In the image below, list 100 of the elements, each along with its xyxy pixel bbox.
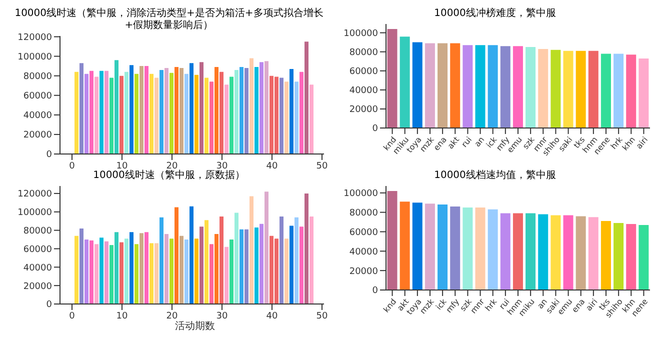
bar: [240, 229, 244, 304]
bar: [387, 190, 398, 290]
y-tick-label: 80000: [349, 48, 378, 58]
bar: [450, 206, 460, 290]
bar: [120, 76, 124, 154]
bar: [80, 228, 84, 304]
bar: [200, 226, 204, 304]
bar: [124, 238, 128, 304]
bar: [588, 50, 598, 128]
y-tick-label: 60000: [349, 228, 378, 238]
bar: [94, 244, 98, 304]
bar: [104, 241, 108, 304]
x-tick-label: 10: [116, 311, 128, 322]
bar: [230, 76, 234, 154]
bar: [526, 213, 536, 290]
y-tick-label: 0: [372, 124, 378, 134]
bar: [614, 54, 624, 128]
bar: [164, 234, 168, 304]
y-tick-label: 80000: [23, 72, 52, 82]
bar: [134, 244, 138, 304]
bar: [563, 215, 574, 290]
bar: [290, 226, 294, 304]
chart-title: 10000线时速（繁中服，消除活动类型+是否为箱活+多项式拟合增长+假期数量影响后）: [14, 8, 324, 32]
bar: [400, 36, 410, 128]
bar: [550, 50, 561, 128]
y-tick-label: 60000: [23, 92, 52, 102]
bar: [488, 209, 498, 290]
bar: [264, 61, 268, 154]
y-tick-label: 120000: [18, 190, 52, 200]
y-tick-label: 40000: [349, 86, 378, 96]
y-tick-label: 120000: [18, 32, 52, 43]
y-tick-label: 60000: [23, 244, 52, 255]
y-tick-label: 20000: [349, 266, 378, 277]
bar: [144, 232, 148, 304]
bar: [600, 221, 611, 290]
bar: [234, 70, 238, 154]
x-tick-label: airi: [584, 297, 600, 313]
y-tick-label: 100000: [344, 28, 378, 39]
bar: [260, 62, 264, 154]
bar: [120, 242, 124, 304]
bar: [180, 68, 184, 154]
bar: [626, 224, 636, 290]
bar: [264, 192, 268, 304]
bar: [164, 68, 168, 154]
bar: [254, 67, 258, 154]
bar: [214, 234, 218, 304]
bar: [160, 217, 164, 304]
bar: [74, 72, 78, 154]
bar: [475, 45, 486, 128]
bar: [134, 74, 138, 154]
chart-title: 10000线时速（繁中服，原数据）: [92, 170, 246, 182]
bar: [462, 45, 473, 128]
bar: [588, 217, 598, 290]
x-tick-label: 20: [166, 161, 178, 172]
bar: [170, 72, 174, 154]
bar: [400, 202, 410, 290]
bar: [150, 74, 154, 154]
x-tick-label: 30: [216, 161, 228, 172]
bar: [310, 216, 314, 304]
bar: [244, 68, 248, 154]
bar: [294, 217, 298, 304]
x-tick-label: 20: [166, 311, 178, 322]
bar: [412, 202, 422, 290]
bar: [210, 244, 214, 304]
y-tick-label: 80000: [23, 226, 52, 237]
bar: [244, 229, 248, 304]
bar: [600, 54, 611, 128]
bar: [84, 240, 88, 304]
bar: [387, 28, 398, 128]
bar: [234, 212, 238, 304]
y-tick-label: 20000: [23, 130, 52, 141]
y-tick-label: 60000: [349, 67, 378, 78]
bar: [214, 67, 218, 154]
bar: [500, 213, 510, 290]
bar: [174, 207, 178, 304]
bar: [154, 243, 158, 304]
bar: [194, 238, 198, 304]
bar: [84, 74, 88, 154]
bar: [412, 42, 422, 128]
bar: [538, 48, 548, 128]
y-tick-label: 100000: [344, 189, 378, 200]
bar: [254, 228, 258, 304]
bar: [104, 70, 108, 154]
bar: [114, 232, 118, 304]
x-tick-label: 50: [316, 161, 328, 172]
bar: [500, 46, 510, 128]
y-tick-label: 40000: [349, 247, 378, 258]
bar: [204, 220, 208, 304]
bar: [224, 246, 228, 304]
bar: [210, 82, 214, 154]
x-tick-label: 10: [116, 161, 128, 172]
bar: [462, 207, 473, 290]
chart-title: 10000线冲榜难度，繁中服: [433, 8, 557, 20]
y-tick-label: 100000: [18, 208, 52, 218]
bar: [550, 215, 561, 290]
bar: [526, 47, 536, 128]
x-tick-label: hrk: [483, 296, 499, 313]
bar: [438, 204, 448, 290]
bar: [90, 240, 94, 304]
bar: [200, 62, 204, 154]
